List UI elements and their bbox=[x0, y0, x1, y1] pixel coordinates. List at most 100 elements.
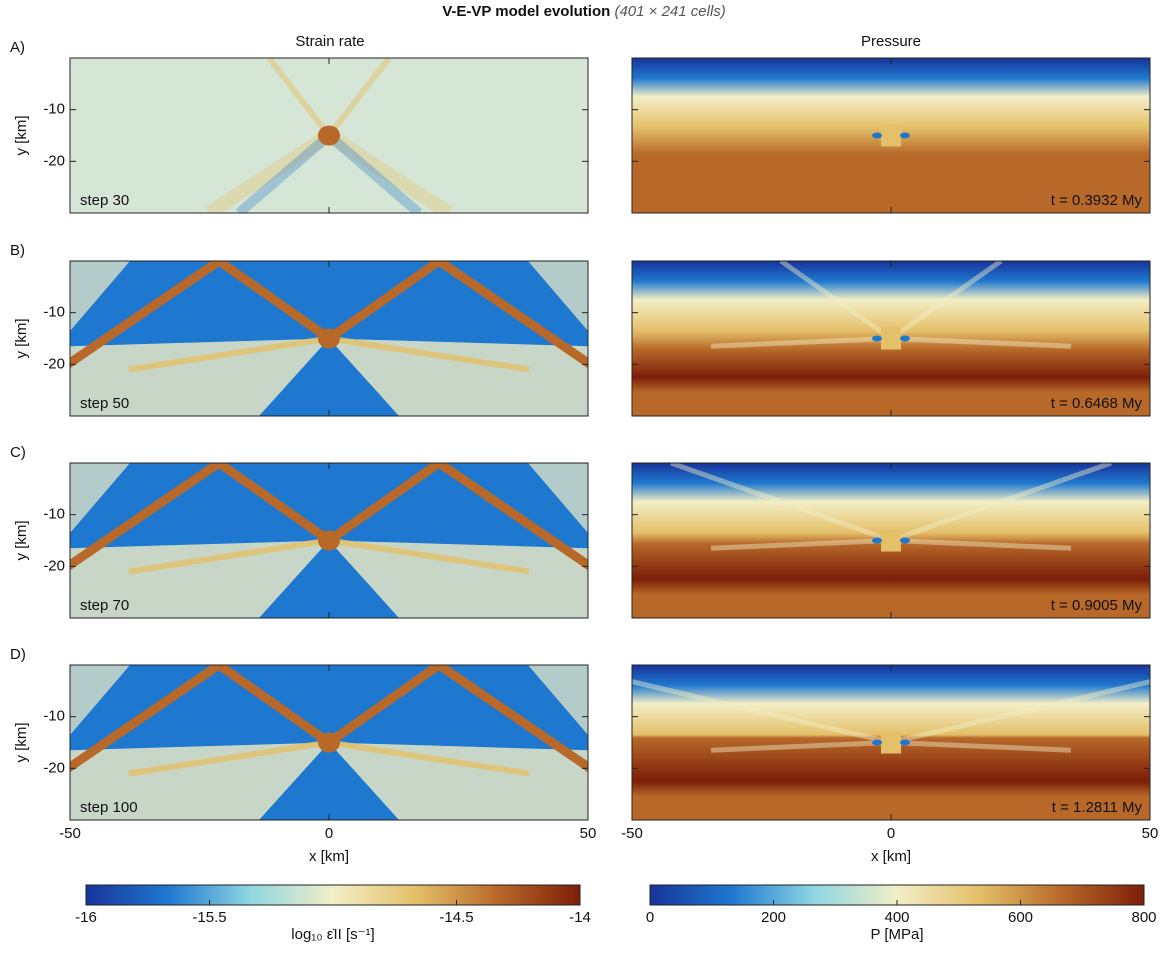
heatmap bbox=[70, 58, 588, 213]
inclusion-edge bbox=[900, 739, 910, 746]
y-tick-label: -20 bbox=[43, 152, 65, 169]
inclusion-edge bbox=[872, 335, 882, 342]
shear-band bbox=[266, 58, 332, 138]
colorbar-label: P [MPa] bbox=[870, 926, 923, 943]
heatmap bbox=[632, 58, 1150, 213]
shear-band bbox=[328, 537, 530, 575]
x-tick-label: 50 bbox=[580, 825, 597, 842]
x-tick-label: -50 bbox=[59, 825, 81, 842]
heatmap bbox=[632, 261, 1150, 416]
inclusion bbox=[881, 529, 901, 552]
inclusion bbox=[318, 328, 340, 349]
panel-label: D) bbox=[10, 646, 26, 663]
strain-field bbox=[70, 665, 588, 735]
shear-band bbox=[70, 665, 222, 773]
strain-field bbox=[70, 261, 588, 331]
step-label: step 50 bbox=[80, 395, 129, 412]
strain-field bbox=[317, 580, 341, 618]
panel-label: A) bbox=[10, 39, 25, 56]
shear-band bbox=[326, 58, 392, 138]
step-label: step 100 bbox=[80, 799, 138, 816]
shear-band bbox=[328, 739, 530, 777]
colorbar-tick-label: -16 bbox=[75, 909, 97, 926]
y-axis-label: y [km] bbox=[13, 521, 30, 561]
inclusion-edge bbox=[872, 537, 882, 544]
inclusion bbox=[318, 125, 340, 146]
y-tick-label: -10 bbox=[43, 101, 65, 118]
inclusion-edge bbox=[900, 132, 910, 139]
x-axis-label: x [km] bbox=[309, 848, 349, 865]
colorbar-tick-label: 400 bbox=[884, 909, 909, 926]
y-axis-label: y [km] bbox=[13, 116, 30, 156]
y-tick-label: -20 bbox=[43, 557, 65, 574]
shear-band bbox=[710, 679, 1150, 753]
heatmap bbox=[70, 665, 588, 820]
x-tick-label: -50 bbox=[621, 825, 643, 842]
shear-band bbox=[128, 335, 330, 373]
panel-label: C) bbox=[10, 444, 26, 461]
strain-field bbox=[317, 782, 341, 820]
heatmap bbox=[70, 463, 588, 618]
shear-band bbox=[779, 261, 1072, 349]
shear-band bbox=[216, 665, 332, 747]
colorbar-tick-label: 0 bbox=[646, 909, 654, 926]
colorbar-tick-label: -14 bbox=[569, 909, 591, 926]
time-label: t = 1.2811 My bbox=[1052, 799, 1143, 816]
figure-title: V-E-VP model evolution (401 × 241 cells) bbox=[442, 3, 726, 20]
colorbar-tick-label: -15.5 bbox=[192, 909, 226, 926]
y-tick-label: -10 bbox=[43, 506, 65, 523]
x-tick-label: 50 bbox=[1142, 825, 1159, 842]
shear-band bbox=[128, 739, 330, 777]
panel-label: B) bbox=[10, 242, 25, 259]
y-axis-label: y [km] bbox=[13, 723, 30, 763]
colorbar-tick-label: 800 bbox=[1131, 909, 1156, 926]
inclusion bbox=[318, 732, 340, 753]
shear-band bbox=[216, 463, 332, 545]
title: V-E-VP model evolution bbox=[442, 3, 610, 20]
colorbar-tick-label: -14.5 bbox=[439, 909, 473, 926]
shear-band bbox=[235, 131, 333, 213]
shear-band bbox=[216, 261, 332, 343]
shear-band bbox=[710, 463, 1112, 551]
heatmap bbox=[632, 665, 1150, 820]
y-tick-label: -10 bbox=[43, 708, 65, 725]
heatmap bbox=[70, 261, 588, 416]
strain-field bbox=[317, 378, 341, 416]
inclusion-edge bbox=[872, 739, 882, 746]
shear-band bbox=[670, 463, 1072, 551]
inclusion-edge bbox=[872, 132, 882, 139]
colorbar bbox=[85, 884, 581, 906]
inclusion bbox=[881, 731, 901, 754]
shear-band bbox=[710, 261, 1003, 349]
subtitle: (401 × 241 cells) bbox=[614, 3, 725, 20]
shear-band bbox=[70, 463, 222, 571]
y-axis-label: y [km] bbox=[13, 319, 30, 359]
y-tick-label: -10 bbox=[43, 304, 65, 321]
shear-band bbox=[326, 665, 442, 747]
shear-band bbox=[632, 679, 1072, 753]
shear-band bbox=[328, 335, 530, 373]
shear-band bbox=[326, 463, 442, 545]
strain-field bbox=[70, 463, 588, 533]
shear-band bbox=[325, 131, 423, 213]
shear-band bbox=[70, 261, 222, 369]
y-tick-label: -20 bbox=[43, 355, 65, 372]
colorbar-label: log₁₀ ε̇II [s⁻¹] bbox=[291, 926, 374, 943]
x-tick-label: 0 bbox=[887, 825, 895, 842]
inclusion-edge bbox=[900, 335, 910, 342]
column-title: Pressure bbox=[861, 33, 921, 50]
inclusion bbox=[881, 327, 901, 350]
shear-band bbox=[325, 129, 453, 213]
shear-band bbox=[436, 261, 588, 369]
shear-band bbox=[128, 537, 330, 575]
inclusion-edge bbox=[900, 537, 910, 544]
colorbar-tick-label: 600 bbox=[1008, 909, 1033, 926]
step-label: step 30 bbox=[80, 192, 129, 209]
shear-band bbox=[436, 463, 588, 571]
column-title: Strain rate bbox=[295, 33, 364, 50]
x-tick-label: 0 bbox=[325, 825, 333, 842]
time-label: t = 0.3932 My bbox=[1051, 192, 1143, 209]
y-tick-label: -20 bbox=[43, 759, 65, 776]
time-label: t = 0.9005 My bbox=[1051, 597, 1143, 614]
